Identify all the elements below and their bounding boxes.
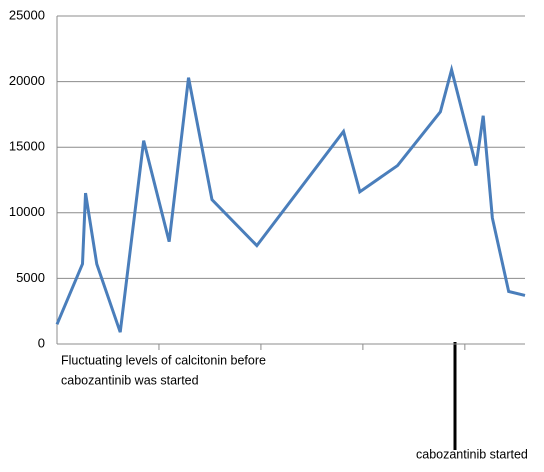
y-tick-label: 0 [38, 335, 45, 350]
y-tick-label: 5000 [16, 270, 45, 285]
annotation: cabozantinib started [416, 447, 528, 461]
y-tick-label: 10000 [9, 204, 45, 219]
y-tick-label: 20000 [9, 73, 45, 88]
annotation: Fluctuating levels of calcitonin before [61, 353, 266, 367]
y-tick-label: 15000 [9, 139, 45, 154]
y-tick-label: 25000 [9, 7, 45, 22]
annotation: cabozantinib was started [61, 373, 199, 387]
data-line [55, 63, 526, 333]
